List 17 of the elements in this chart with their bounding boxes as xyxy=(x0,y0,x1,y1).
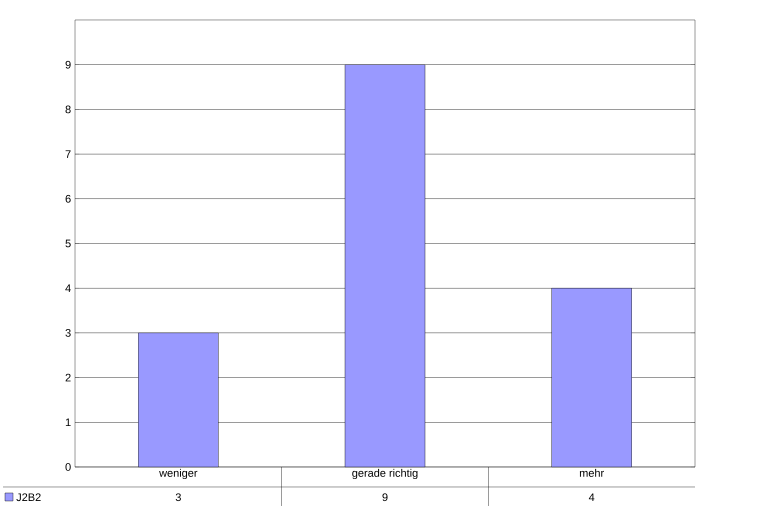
y-tick-label: 7 xyxy=(66,150,71,158)
y-tick-label: 6 xyxy=(66,194,71,203)
x-tick-label: weniger xyxy=(159,468,198,480)
legend-label: J2B2 xyxy=(16,493,41,502)
y-tick-label: 3 xyxy=(65,329,71,337)
data-label: 4 xyxy=(588,493,594,501)
y-tick-label: 2 xyxy=(66,374,71,382)
data-label: 9 xyxy=(382,493,388,502)
x-tick-label: gerade richtig xyxy=(352,468,418,480)
y-tick-label: 1 xyxy=(66,418,71,426)
y-tick-label: 9 xyxy=(66,60,71,69)
y-tick-label: 8 xyxy=(66,106,71,114)
x-tick-label: mehr xyxy=(580,468,604,477)
y-tick-label: 0 xyxy=(65,463,71,471)
y-tick-label: 5 xyxy=(66,240,71,248)
y-tick-label: 4 xyxy=(65,284,71,292)
data-label: 3 xyxy=(176,493,181,502)
